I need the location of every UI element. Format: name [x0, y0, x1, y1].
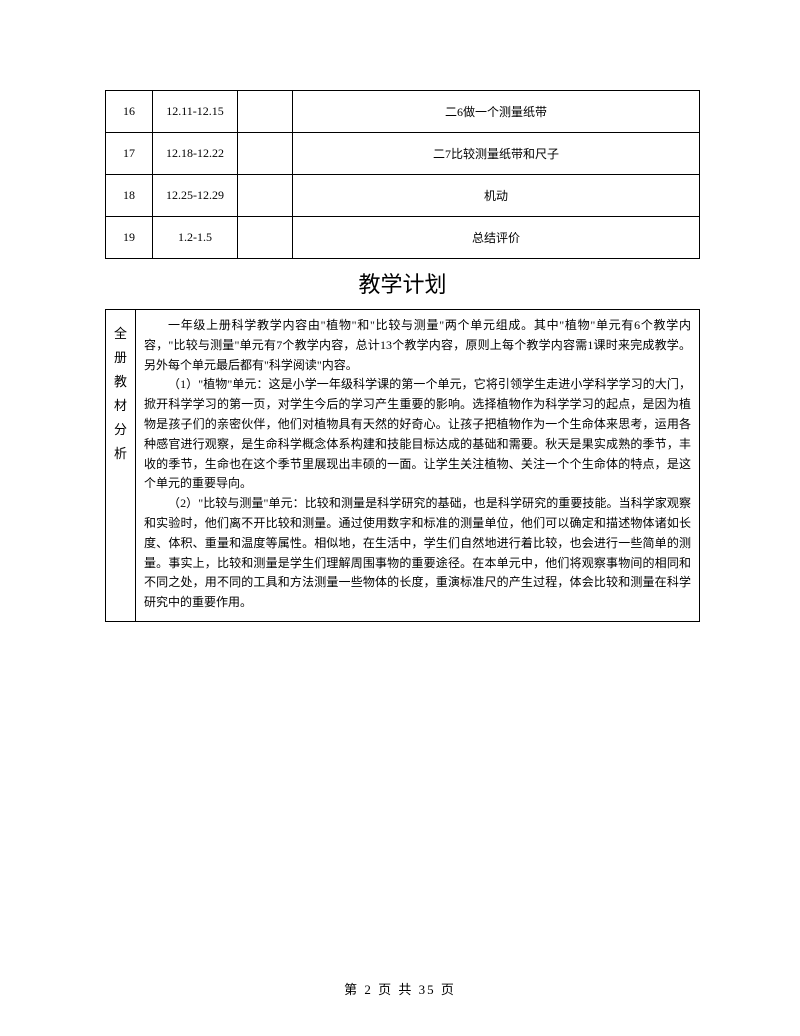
row-blank: [238, 133, 293, 175]
row-date: 12.18-12.22: [153, 133, 238, 175]
analysis-paragraph: （1）"植物"单元：这是小学一年级科学课的第一个单元，它将引领学生走进小学科学学…: [144, 375, 691, 494]
analysis-paragraph: （2）"比较与测量"单元：比较和测量是科学研究的基础，也是科学研究的重要技能。当…: [144, 494, 691, 613]
table-row: 17 12.18-12.22 二7比较测量纸带和尺子: [106, 133, 700, 175]
row-content: 机动: [293, 175, 700, 217]
analysis-paragraph: 一年级上册科学教学内容由"植物"和"比较与测量"两个单元组成。其中"植物"单元有…: [144, 316, 691, 375]
row-number: 18: [106, 175, 153, 217]
table-row: 16 12.11-12.15 二6做一个测量纸带: [106, 91, 700, 133]
table-row: 19 1.2-1.5 总结评价: [106, 217, 700, 259]
page-title: 教学计划: [105, 267, 700, 299]
row-content: 总结评价: [293, 217, 700, 259]
label-char: 教: [114, 370, 127, 394]
vertical-label: 全 册 教 材 分 析: [110, 318, 131, 466]
label-char: 分: [114, 418, 127, 442]
row-number: 17: [106, 133, 153, 175]
label-char: 材: [114, 394, 127, 418]
analysis-table: 全 册 教 材 分 析 一年级上册科学教学内容由"植物"和"比较与测量"两个单元…: [105, 309, 700, 622]
row-date: 12.25-12.29: [153, 175, 238, 217]
table-row: 全 册 教 材 分 析 一年级上册科学教学内容由"植物"和"比较与测量"两个单元…: [106, 310, 700, 622]
analysis-label-cell: 全 册 教 材 分 析: [106, 310, 136, 622]
table-row: 18 12.25-12.29 机动: [106, 175, 700, 217]
row-blank: [238, 91, 293, 133]
label-char: 册: [114, 346, 127, 370]
analysis-content-cell: 一年级上册科学教学内容由"植物"和"比较与测量"两个单元组成。其中"植物"单元有…: [136, 310, 700, 622]
schedule-table: 16 12.11-12.15 二6做一个测量纸带 17 12.18-12.22 …: [105, 90, 700, 259]
row-date: 1.2-1.5: [153, 217, 238, 259]
row-number: 19: [106, 217, 153, 259]
label-char: 全: [114, 322, 127, 346]
label-char: 析: [114, 442, 127, 466]
row-blank: [238, 175, 293, 217]
row-blank: [238, 217, 293, 259]
row-number: 16: [106, 91, 153, 133]
row-content: 二7比较测量纸带和尺子: [293, 133, 700, 175]
row-content: 二6做一个测量纸带: [293, 91, 700, 133]
row-date: 12.11-12.15: [153, 91, 238, 133]
page-footer: 第 2 页 共 35 页: [0, 979, 800, 998]
